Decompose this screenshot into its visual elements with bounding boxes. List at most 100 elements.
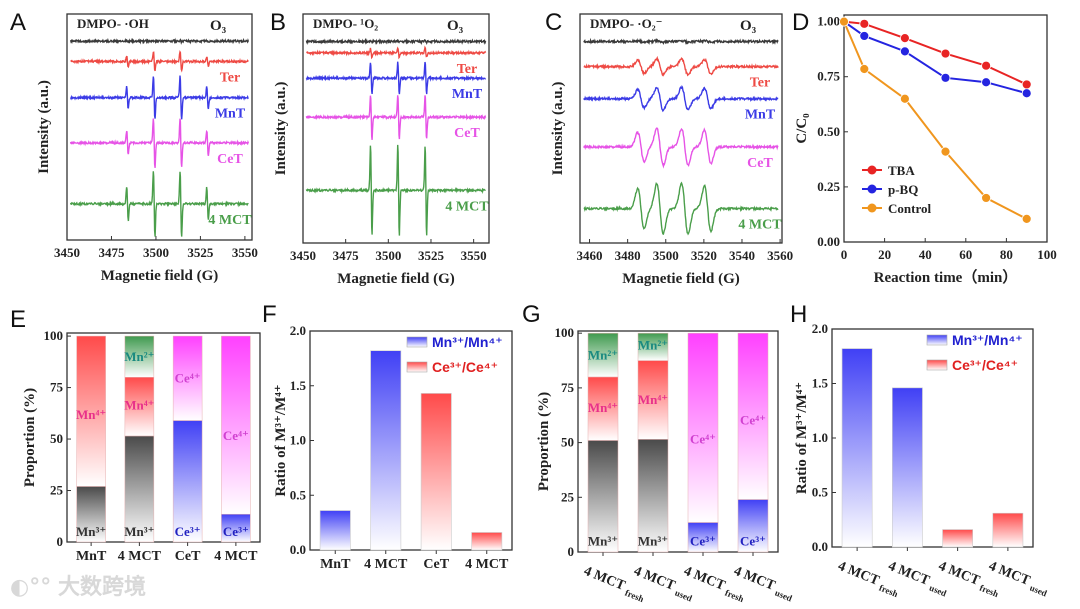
data-point bbox=[1021, 79, 1032, 90]
segment-label: Ce⁴⁺ bbox=[223, 428, 249, 443]
series-label: MnT bbox=[215, 107, 246, 122]
category-main: 4 MCT bbox=[682, 564, 728, 594]
watermark-logo: ◐°° bbox=[10, 575, 51, 600]
probe-title: DMPO- ·OH bbox=[77, 16, 149, 31]
probe-title: DMPO- ·O₂⁻ bbox=[590, 16, 663, 31]
bar-segment bbox=[587, 332, 619, 378]
segment-label: Mn²⁺ bbox=[588, 347, 618, 362]
data-point bbox=[900, 33, 910, 44]
spectrum-4-mct bbox=[583, 181, 779, 236]
y-tick-label: 1.00 bbox=[817, 14, 840, 29]
series-line-control bbox=[843, 21, 1028, 220]
spectrum-ter bbox=[70, 49, 249, 73]
category-subscript: used bbox=[928, 583, 948, 599]
category-subscript: used bbox=[674, 588, 694, 604]
y-tick-label: 2.0 bbox=[812, 321, 828, 336]
category-subscript: fresh bbox=[878, 583, 900, 600]
x-category-label: 4 MCT bbox=[214, 549, 258, 564]
plot-frame bbox=[66, 332, 261, 543]
segment-label: Mn⁴⁺ bbox=[76, 407, 106, 422]
panel-letter: B bbox=[270, 9, 286, 36]
y-tick-label: 0 bbox=[568, 544, 575, 559]
y-tick-label: 0.75 bbox=[817, 69, 840, 84]
legend-label: Mn³⁺/Mn⁴⁺ bbox=[432, 334, 503, 350]
segment-label: Ce⁴⁺ bbox=[740, 413, 766, 428]
segment-label: Ce⁴⁺ bbox=[175, 371, 201, 386]
segment-label: Mn³⁺ bbox=[638, 533, 668, 548]
bar-segment bbox=[124, 335, 155, 378]
category-subscript: fresh bbox=[624, 588, 646, 605]
bar-segment bbox=[637, 360, 669, 440]
segment-label: Ce³⁺ bbox=[690, 533, 716, 548]
legend-swatch bbox=[926, 334, 948, 346]
panel-a: A 3450 3475 3500 3525 3550 Magnetie field (G) I… bbox=[10, 9, 258, 284]
series-label: Ter bbox=[750, 76, 770, 91]
spectrum-cet bbox=[305, 95, 487, 140]
x-category-label: MnT bbox=[76, 549, 107, 564]
x-tick-label: 3525 bbox=[418, 248, 445, 263]
plot-frame bbox=[843, 14, 1048, 243]
series-label: Ter bbox=[220, 70, 240, 85]
legend-marker bbox=[867, 165, 877, 175]
legend-swatch bbox=[926, 359, 948, 371]
segment-label: Mn²⁺ bbox=[124, 349, 154, 364]
bar bbox=[370, 350, 402, 551]
y-tick-label: 0.5 bbox=[812, 485, 829, 500]
spectrum-ter bbox=[306, 45, 487, 60]
data-point bbox=[859, 64, 870, 74]
segment-label: Mn³⁺ bbox=[76, 524, 106, 539]
bar-segment bbox=[587, 376, 619, 441]
series-label: MnT bbox=[452, 87, 483, 102]
panel-letter: D bbox=[792, 9, 809, 36]
y-tick-label: 0.0 bbox=[812, 539, 828, 554]
series-label: 4 MCT bbox=[738, 218, 782, 233]
y-tick-label: 1.0 bbox=[812, 430, 828, 445]
y-tick-label: 0 bbox=[57, 534, 64, 549]
plot-frame bbox=[66, 13, 253, 241]
segment-label: Ce³⁺ bbox=[175, 524, 201, 539]
segment-label: Mn³⁺ bbox=[124, 524, 154, 539]
data-point bbox=[900, 93, 910, 104]
x-tick-label: 100 bbox=[1037, 247, 1057, 262]
bar-segment bbox=[637, 439, 669, 553]
x-category-label: 4 MCT bbox=[364, 557, 408, 572]
panel-letter: A bbox=[10, 9, 26, 36]
spectrum-ter bbox=[583, 55, 779, 77]
x-tick-label: 80 bbox=[1000, 247, 1013, 262]
panel-c: C 3460 3480 3500 3520 3540 3560 Magnetie field … bbox=[545, 9, 793, 287]
series-label: 4 MCT bbox=[208, 213, 252, 228]
data-point bbox=[981, 193, 991, 203]
x-tick-label: 3500 bbox=[143, 245, 169, 260]
spectrum-mnt bbox=[583, 84, 779, 113]
x-category-label: CeT bbox=[175, 549, 201, 564]
y-tick-label: 50 bbox=[561, 435, 574, 450]
x-category-label: CeT bbox=[423, 557, 449, 572]
bar-segment bbox=[637, 332, 669, 361]
plot-frame bbox=[302, 13, 490, 244]
data-point bbox=[859, 31, 870, 41]
x-tick-label: 3475 bbox=[333, 248, 360, 263]
x-tick-label: 20 bbox=[878, 247, 891, 262]
legend-label: Ce³⁺/Ce⁴⁺ bbox=[432, 359, 498, 375]
segment-label: Ce⁴⁺ bbox=[690, 432, 716, 447]
y-tick-label: 1.5 bbox=[290, 378, 307, 393]
series-label: MnT bbox=[745, 108, 776, 123]
legend-label: Control bbox=[888, 201, 931, 216]
y-axis-label: Intensity (a.u.) bbox=[36, 80, 52, 174]
segment-label: Mn⁴⁺ bbox=[638, 392, 668, 407]
plot-frame bbox=[577, 330, 779, 553]
data-point bbox=[940, 146, 951, 157]
data-point bbox=[900, 46, 910, 57]
y-tick-label: 100 bbox=[555, 325, 575, 340]
watermark-text: 大数跨境 bbox=[58, 574, 146, 600]
y-axis-label: Ratio of M³⁺/M⁴⁺ bbox=[794, 382, 810, 494]
y-tick-label: 1.0 bbox=[290, 433, 306, 448]
spectrum-4-mct bbox=[69, 171, 249, 237]
x-tick-label: 3560 bbox=[767, 248, 793, 263]
spectrum-mnt bbox=[69, 75, 249, 120]
panel-letter: E bbox=[10, 306, 26, 333]
panel-b: B 3450 3475 3500 3525 3550 Magnetie field (G) I… bbox=[270, 9, 490, 287]
series-line-p-bq bbox=[843, 20, 1027, 95]
segment-label: Ce³⁺ bbox=[740, 533, 766, 548]
